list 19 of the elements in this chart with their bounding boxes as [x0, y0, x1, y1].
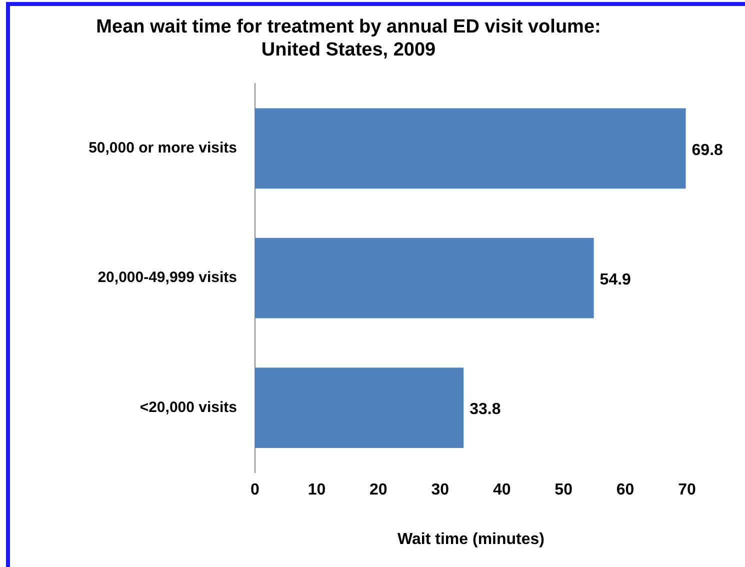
bar — [255, 238, 594, 318]
x-axis-title: Wait time (minutes) — [398, 530, 544, 548]
x-tick-label: 20 — [370, 482, 388, 499]
x-tick-label: 60 — [616, 482, 634, 499]
y-tick-label: <20,000 visits — [140, 398, 237, 416]
y-tick-label: 20,000-49,999 visits — [98, 269, 237, 286]
x-tick-label: 10 — [308, 482, 326, 499]
x-tick-label: 50 — [554, 482, 573, 499]
bar — [255, 108, 686, 189]
data-label: 33.8 — [470, 401, 501, 418]
chart-title: Mean wait time for treatment by annual ED visit volume: United States, 2009 — [96, 16, 601, 60]
data-label: 54.9 — [600, 272, 632, 289]
bar — [255, 368, 464, 448]
data-label: 69.8 — [692, 142, 724, 159]
x-tick-label: 0 — [250, 482, 260, 499]
y-tick-label: 50,000 or more visits — [88, 140, 237, 157]
x-tick-label: 30 — [431, 482, 450, 499]
x-tick-label: 40 — [492, 482, 511, 499]
x-tick-label: 70 — [678, 482, 696, 499]
